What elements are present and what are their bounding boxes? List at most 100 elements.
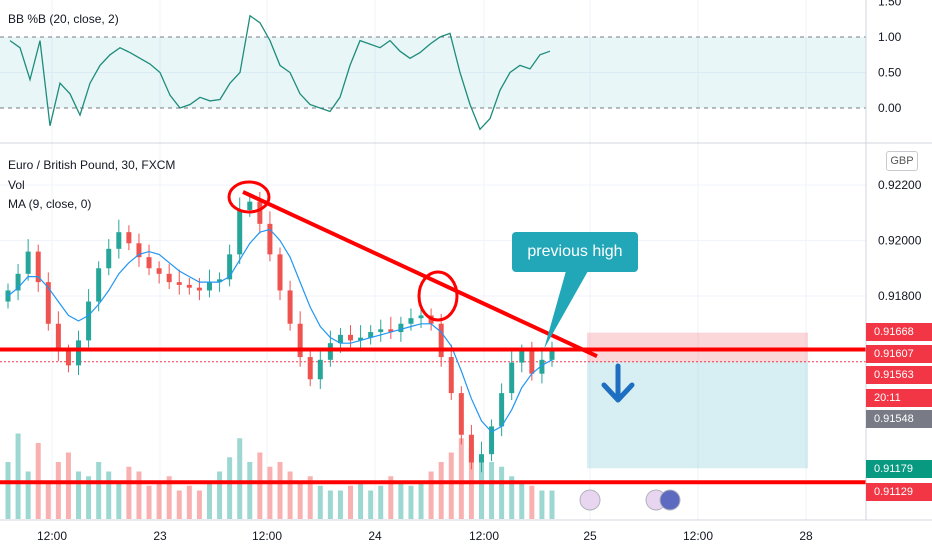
- bb-tick-label: 1.50: [878, 0, 902, 9]
- volume-bar: [327, 490, 333, 519]
- volume-bar: [96, 462, 102, 519]
- candle-body: [478, 454, 484, 463]
- volume-bar: [529, 485, 535, 519]
- candle-body: [227, 254, 233, 280]
- candle-body: [126, 232, 132, 244]
- callout-pointer: [544, 271, 588, 349]
- high-circle[interactable]: [417, 270, 459, 322]
- volume-bar: [247, 462, 253, 519]
- price-tick-label: 0.92000: [878, 234, 922, 248]
- volume-bar: [307, 476, 313, 519]
- candle-body: [348, 334, 354, 341]
- price-label-bid: 0.91548: [866, 410, 932, 428]
- volume-bar: [489, 462, 495, 519]
- candles: [5, 191, 555, 473]
- trend-line[interactable]: [242, 190, 598, 359]
- volume-bar: [257, 452, 263, 519]
- volume-bar: [519, 481, 525, 519]
- ma-legend[interactable]: MA (9, close, 0): [8, 197, 91, 211]
- candle-body: [529, 351, 535, 374]
- price-axes: [0, 0, 932, 521]
- vol-legend[interactable]: Vol: [8, 178, 25, 192]
- volume-bar: [15, 433, 21, 519]
- candle-body: [418, 315, 424, 319]
- price-tick-label: 0.92200: [878, 178, 922, 192]
- symbol-title: Euro / British Pound, 30, FXCM: [8, 158, 176, 172]
- time-tick-label: 12:00: [469, 529, 499, 543]
- time-tick-label: 24: [368, 529, 382, 543]
- time-axis-ticks: 12:00 23 12:00 24 12:00 25 12:00 28: [37, 529, 813, 543]
- candle-body: [96, 268, 102, 302]
- volume-bar: [86, 476, 92, 519]
- volume-bar: [458, 438, 464, 519]
- main-axis-ticks: 0.92200 0.92000 0.91800: [878, 178, 922, 303]
- volume-bar: [368, 490, 374, 519]
- candle-body: [106, 248, 112, 269]
- short-position-box[interactable]: [0, 332, 866, 469]
- candle-body: [257, 201, 263, 224]
- candle-body: [489, 426, 495, 455]
- volume-bar: [146, 485, 152, 519]
- candle-body: [15, 273, 21, 291]
- candle-body: [539, 359, 545, 374]
- candle-body: [25, 251, 31, 274]
- bb-tick-label: 1.00: [878, 30, 902, 44]
- volume-bar: [438, 462, 444, 519]
- volume-bar: [499, 466, 505, 519]
- candle-body: [65, 351, 71, 366]
- event-markers[interactable]: [579, 489, 681, 511]
- candle-body: [206, 282, 212, 291]
- volume-bar: [166, 476, 172, 519]
- candle-body: [438, 323, 444, 358]
- volume-bar: [116, 481, 122, 519]
- candle-body: [509, 362, 515, 394]
- candle-body: [176, 282, 182, 285]
- bb-percent-series: [9, 14, 551, 131]
- candle-body: [146, 257, 152, 269]
- price-label-stop: 0.91668: [866, 323, 932, 341]
- volume-bar: [106, 471, 112, 519]
- time-tick-label: 12:00: [37, 529, 67, 543]
- target-zone[interactable]: [587, 361, 808, 469]
- ma-series: [7, 228, 553, 433]
- volume-bar: [549, 490, 555, 519]
- time-tick-label: 12:00: [252, 529, 282, 543]
- volume-bar: [196, 490, 202, 519]
- time-tick-label: 25: [583, 529, 597, 543]
- event-flag-icon[interactable]: [659, 489, 681, 511]
- volume-bar: [217, 471, 223, 519]
- price-label-support: 0.91129: [866, 483, 932, 501]
- volume-bar: [287, 471, 293, 519]
- bb-percent-line: [9, 14, 551, 131]
- candle-body: [86, 301, 92, 341]
- down-arrow-head: [601, 382, 635, 403]
- price-label-target: 0.91179: [866, 460, 932, 478]
- volume-bar: [388, 476, 394, 519]
- candle-body: [499, 393, 505, 427]
- candle-body: [468, 434, 474, 463]
- volume-bar: [478, 457, 484, 519]
- candle-body: [186, 284, 192, 288]
- price-label-last: 0.91563: [866, 366, 932, 384]
- volume-bar: [398, 481, 404, 519]
- bb-legend[interactable]: BB %B (20, close, 2): [8, 12, 119, 26]
- candle-body: [55, 323, 61, 352]
- candle-body: [368, 332, 374, 338]
- currency-badge[interactable]: GBP: [886, 151, 918, 171]
- high-circle[interactable]: [227, 180, 271, 214]
- volume-bar: [206, 481, 212, 519]
- candle-body: [408, 318, 414, 324]
- previous-high-callout[interactable]: previous high: [512, 232, 638, 272]
- event-flag-icon[interactable]: [579, 489, 601, 511]
- stop-zone[interactable]: [587, 332, 808, 362]
- candle-body: [358, 337, 364, 341]
- price-label-resistance: 0.91607: [866, 345, 932, 363]
- candle-body: [267, 223, 273, 255]
- candle-body: [217, 279, 223, 283]
- volume-bar: [378, 485, 384, 519]
- candle-body: [398, 323, 404, 333]
- drawings[interactable]: [0, 180, 866, 485]
- symbol-legend[interactable]: Euro / British Pound, 30, FXCM: [8, 158, 175, 172]
- bb-band-fill: [0, 37, 866, 108]
